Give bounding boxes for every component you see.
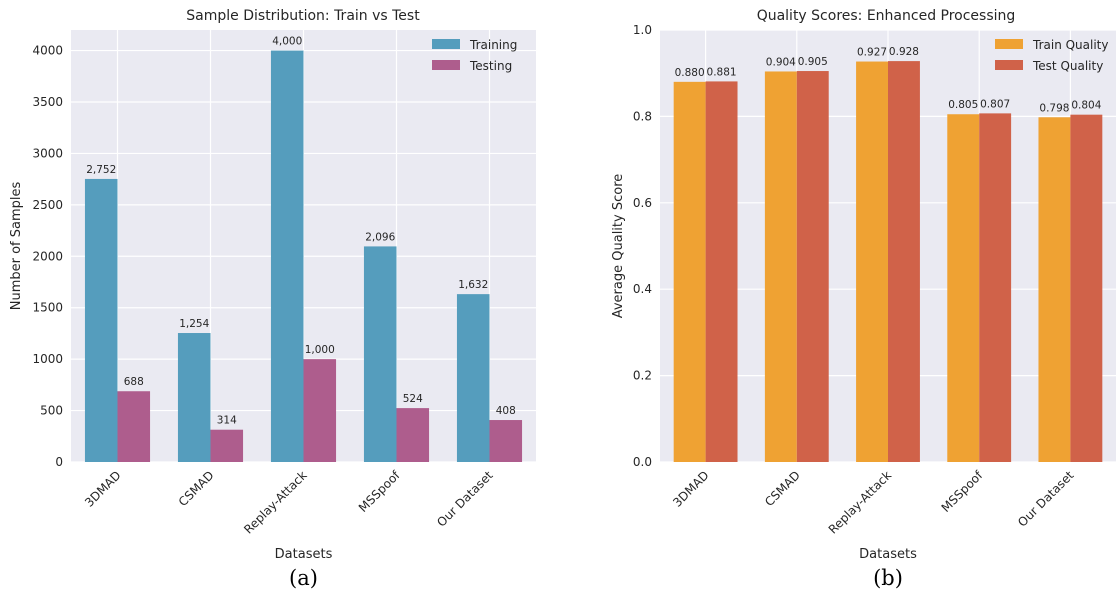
chart1-ytick-label: 1500 xyxy=(32,301,63,315)
chart2-data-label: 0.880 xyxy=(675,67,705,79)
chart1-data-label: 688 xyxy=(124,376,144,388)
chart1-ytick-label: 4000 xyxy=(32,44,63,58)
chart1-caption: (a) xyxy=(289,566,318,590)
chart2-ytick-label: 0.2 xyxy=(633,369,652,383)
chart1-bar xyxy=(84,178,118,463)
chart1-data-label: 1,000 xyxy=(305,344,335,356)
chart1-ytick-label: 3500 xyxy=(32,95,63,109)
chart1-xtick-label: MSSpoof xyxy=(356,468,403,515)
chart2-title: Quality Scores: Enhanced Processing xyxy=(757,8,1016,24)
chart1-ytick-label: 3000 xyxy=(32,146,63,160)
chart1-bar xyxy=(177,333,211,462)
chart2-data-label: 0.804 xyxy=(1071,100,1101,112)
chart2-bar xyxy=(764,71,797,463)
chart1-title: Sample Distribution: Train vs Test xyxy=(186,8,420,24)
chart1-ytick-label: 2500 xyxy=(32,198,63,212)
chart1-legend-label: Testing xyxy=(469,59,512,73)
chart1-bar xyxy=(303,359,337,462)
chart1-bar xyxy=(363,246,397,462)
chart1-xtick-label: Our Dataset xyxy=(434,468,496,530)
chart1-data-label: 408 xyxy=(496,405,516,417)
chart2-xtick-label: Our Dataset xyxy=(1015,468,1077,530)
chart2-legend-label: Train Quality xyxy=(1032,38,1109,52)
chart2-bar xyxy=(673,81,706,462)
chart1-data-label: 314 xyxy=(217,415,237,427)
chart2-legend-swatch xyxy=(995,60,1023,70)
chart2-xtick-label: Replay-Attack xyxy=(826,468,894,536)
chart1-data-label: 2,752 xyxy=(86,164,116,176)
chart1-bar xyxy=(210,429,244,462)
chart2-bar xyxy=(705,81,738,463)
chart1-data-label: 524 xyxy=(403,393,423,405)
chart2-data-label: 0.807 xyxy=(980,98,1010,110)
chart1-xtick-label: Replay-Attack xyxy=(241,468,309,536)
chart2-legend-swatch xyxy=(995,39,1023,49)
chart2-xtick-label: MSSpoof xyxy=(939,468,986,515)
chart1-ytick-label: 1000 xyxy=(32,352,63,366)
chart2-ytick-label: 0.8 xyxy=(633,109,652,123)
chart2-data-label: 0.928 xyxy=(889,46,919,58)
chart2-data-label: 0.798 xyxy=(1039,102,1069,114)
chart1-legend-label: Training xyxy=(469,38,517,52)
chart2-legend-label: Test Quality xyxy=(1032,59,1103,73)
chart1-bar xyxy=(270,50,304,462)
chart1-ytick-label: 500 xyxy=(40,404,63,418)
chart1-legend-swatch xyxy=(432,39,460,49)
chart1-bar xyxy=(396,408,430,462)
chart2-data-label: 0.805 xyxy=(948,99,978,111)
chart1-data-label: 2,096 xyxy=(365,231,395,243)
chart1-xtick-label: CSMAD xyxy=(176,468,217,509)
chart2-bar xyxy=(947,114,980,463)
chart1-bar xyxy=(489,420,523,462)
chart1-xtick-label: 3DMAD xyxy=(82,468,123,509)
chart1-bar xyxy=(117,391,151,462)
chart2-ytick-label: 0.0 xyxy=(633,455,652,469)
chart2-data-label: 0.904 xyxy=(766,56,796,68)
chart2-bar xyxy=(888,61,920,462)
chart1-data-label: 1,254 xyxy=(179,318,209,330)
chart2-data-label: 0.927 xyxy=(857,47,887,59)
chart1-legend-swatch xyxy=(432,60,460,70)
chart2-ylabel: Average Quality Score xyxy=(611,174,626,319)
chart2-ytick-label: 1.0 xyxy=(633,23,652,37)
chart1: 0 500 1000 1500 2000 2500 3000 3500 4000 2,752 1,2… xyxy=(9,8,536,590)
chart2-bar xyxy=(796,71,829,462)
chart2-ytick-label: 0.6 xyxy=(633,196,652,210)
chart2-data-label: 0.881 xyxy=(707,66,737,78)
chart2-ytick-label: 0.4 xyxy=(633,282,652,296)
chart2-xlabel: Datasets xyxy=(859,547,917,562)
chart2-caption: (b) xyxy=(873,566,903,590)
chart2-bar xyxy=(1038,117,1071,462)
chart1-data-label: 4,000 xyxy=(272,36,302,48)
chart2-xtick-label: 3DMAD xyxy=(670,468,711,509)
chart2-bar xyxy=(979,113,1012,462)
chart2-bar xyxy=(1070,114,1103,462)
chart1-ytick-label: 2000 xyxy=(32,249,63,263)
chart1-ylabel: Number of Samples xyxy=(9,182,24,311)
chart1-ytick-label: 0 xyxy=(55,455,63,469)
chart2-bar xyxy=(856,61,888,462)
chart1-xlabel: Datasets xyxy=(275,547,333,562)
chart2-xtick-label: CSMAD xyxy=(762,468,803,509)
chart1-data-label: 1,632 xyxy=(458,279,488,291)
chart1-bar xyxy=(456,294,490,462)
chart2-data-label: 0.905 xyxy=(798,56,828,68)
